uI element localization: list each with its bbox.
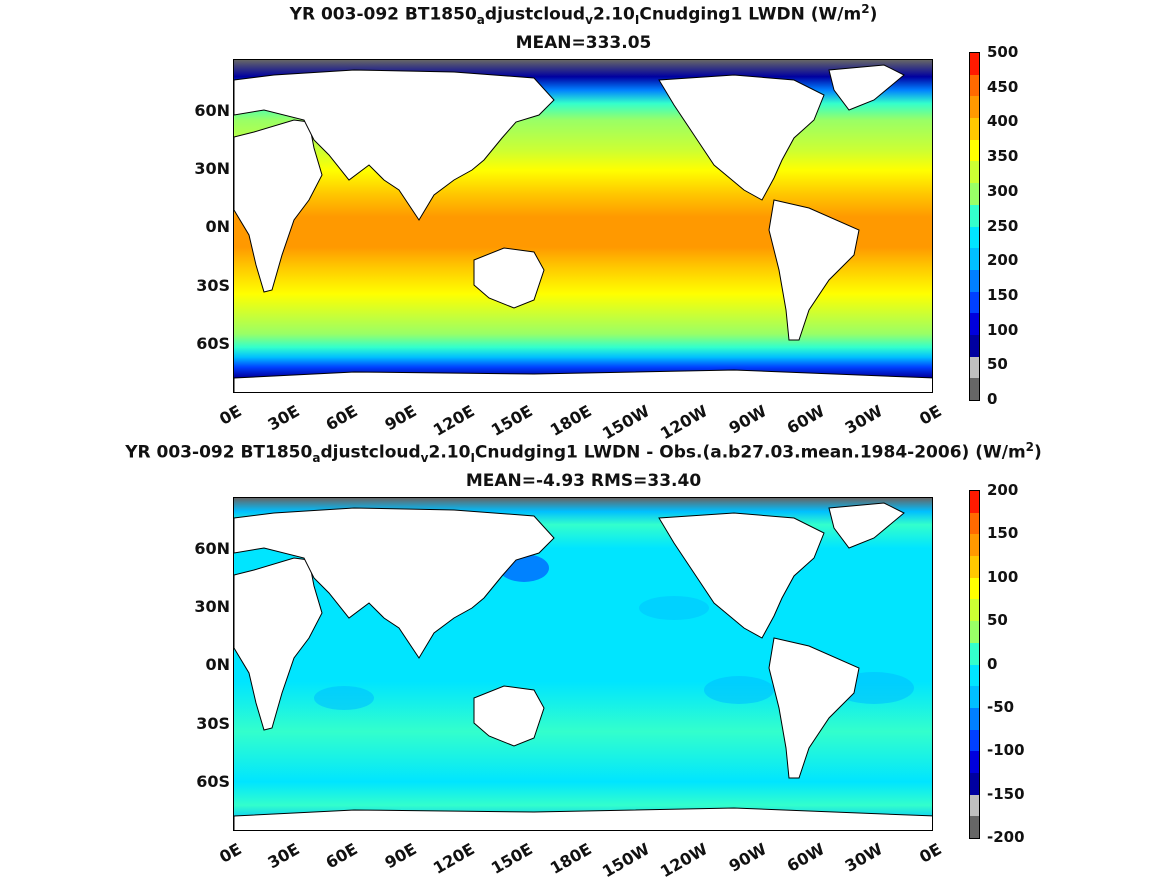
bottom-colorbar-tick: -150 [987, 784, 1025, 803]
bottom-colorbar-segment [970, 729, 979, 752]
top-colorbar-segment [970, 74, 979, 97]
bottom-colorbar-tick: 100 [987, 567, 1019, 586]
top-colorbar-segment [970, 139, 979, 162]
bottom-map [233, 497, 933, 831]
top-colorbar-tick: 450 [987, 77, 1019, 96]
bottom-lon-90e: 90E [381, 839, 420, 873]
bottom-colorbar-segment [970, 556, 979, 578]
top-map [233, 59, 933, 393]
bottom-title: YR 003-092 BT1850adjustcloudv2.10ICnudgi… [125, 440, 1042, 466]
top-colorbar-tick: 250 [987, 216, 1019, 235]
bottom-lon-150e: 150E [487, 839, 536, 878]
top-colorbar-segment [970, 356, 979, 379]
bottom-lon-120e: 120E [429, 839, 478, 878]
top-colorbar-tick: 100 [987, 320, 1019, 339]
bottom-colorbar-segment [970, 491, 979, 513]
bottom-colorbar-tick: 150 [987, 524, 1019, 543]
bottom-colorbar-segment [970, 794, 979, 817]
bottom-colorbar-segment [970, 642, 979, 665]
bottom-colorbar-tick: 200 [987, 481, 1019, 499]
bottom-lon-120w: 120W [657, 839, 711, 882]
top-lat-0n: 0N [205, 217, 230, 236]
top-colorbar-segment [970, 378, 979, 400]
bottom-colorbar-tick: 0 [987, 654, 998, 673]
top-lat-30s: 30S [196, 276, 230, 295]
bottom-lat-60n: 60N [194, 539, 230, 558]
bottom-colorbar [969, 490, 980, 839]
bottom-lat-30s: 30S [196, 714, 230, 733]
bottom-colorbar-tick: 50 [987, 611, 1008, 630]
top-colorbar-segment [970, 269, 979, 292]
top-colorbar-segment [970, 204, 979, 227]
bottom-colorbar-segment [970, 664, 979, 687]
bottom-lon-180e: 180E [546, 839, 595, 878]
top-lat-60n: 60N [194, 101, 230, 120]
bottom-colorbar-segment [970, 534, 979, 557]
bottom-lon-60w: 60W [783, 839, 828, 876]
bottom-colorbar-segment [970, 751, 979, 773]
top-colorbar [969, 52, 980, 401]
bottom-lon-0e: 0E [216, 839, 245, 867]
bottom-lon-0e-end: 0E [916, 839, 945, 867]
top-colorbar-segment [970, 118, 979, 140]
top-subtitle: MEAN=333.05 [515, 33, 652, 53]
top-colorbar-tick: 200 [987, 251, 1019, 270]
bottom-colorbar-segment [970, 577, 979, 600]
top-colorbar-segment [970, 96, 979, 119]
bottom-lon-30e: 30E [264, 839, 303, 873]
bottom-colorbar-segment [970, 707, 979, 730]
bottom-colorbar-segment [970, 686, 979, 708]
bottom-lon-150w: 150W [599, 839, 653, 882]
bottom-lon-30w: 30W [841, 839, 886, 876]
top-colorbar-segment [970, 226, 979, 249]
bottom-colorbar-tick: -100 [987, 741, 1025, 760]
top-colorbar-segment [970, 291, 979, 314]
bottom-colorbar-segment [970, 599, 979, 622]
bottom-colorbar-segment [970, 816, 979, 838]
top-colorbar-tick: 500 [987, 43, 1019, 61]
top-colorbar-segment [970, 248, 979, 270]
top-colorbar-segment [970, 53, 979, 75]
bottom-colorbar-segment [970, 512, 979, 535]
top-colorbar-tick: 150 [987, 285, 1019, 304]
top-colorbar-segment [970, 313, 979, 335]
bottom-lon-60e: 60E [322, 839, 361, 873]
bottom-colorbar-tick: -50 [987, 697, 1015, 716]
top-colorbar-segment [970, 161, 979, 184]
bottom-lat-30n: 30N [194, 597, 230, 616]
bottom-lon-90w: 90W [725, 839, 770, 876]
top-colorbar-tick: 50 [987, 355, 1008, 374]
top-colorbar-segment [970, 334, 979, 357]
top-title: YR 003-092 BT1850adjustcloudv2.10ICnudgi… [289, 2, 878, 28]
top-colorbar-tick: 350 [987, 147, 1019, 166]
bottom-colorbar-tick: -200 [987, 828, 1025, 846]
bottom-lat-0n: 0N [205, 655, 230, 674]
top-colorbar-tick: 0 [987, 390, 998, 408]
top-colorbar-tick: 300 [987, 181, 1019, 200]
bottom-colorbar-segment [970, 621, 979, 643]
top-colorbar-segment [970, 183, 979, 205]
bottom-lat-60s: 60S [196, 772, 230, 791]
top-lat-60s: 60S [196, 334, 230, 353]
top-lat-30n: 30N [194, 159, 230, 178]
bottom-subtitle: MEAN=-4.93 RMS=33.40 [465, 471, 702, 491]
top-colorbar-tick: 400 [987, 112, 1019, 131]
bottom-colorbar-segment [970, 772, 979, 795]
